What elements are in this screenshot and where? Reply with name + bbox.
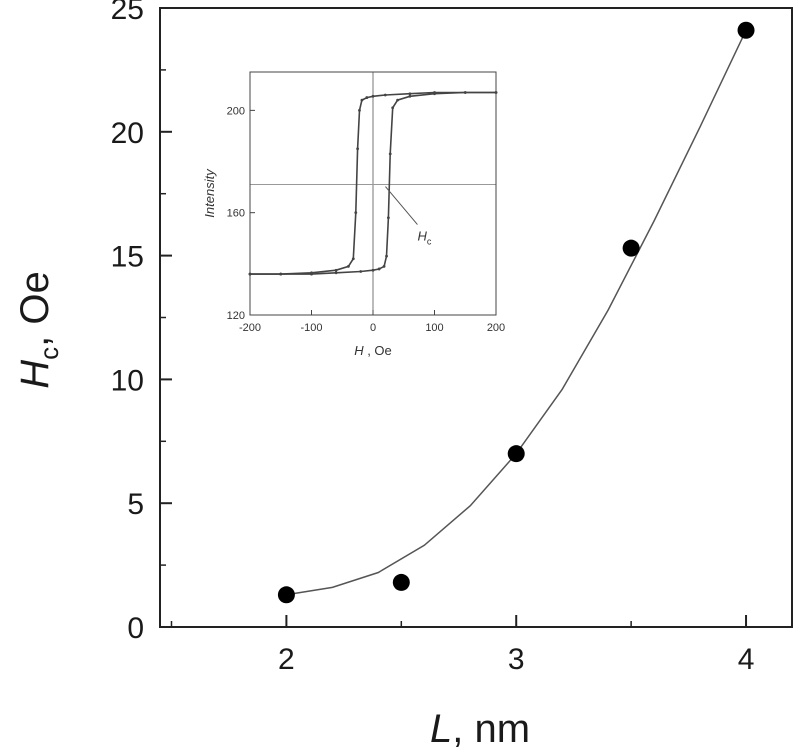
inset-annotation-hc: Hc <box>417 229 431 247</box>
inset-y-tick-label: 200 <box>227 105 245 117</box>
inset-x-tick-label: -100 <box>300 322 322 334</box>
data-point <box>392 573 410 591</box>
data-point <box>622 239 640 257</box>
y-tick-label: 5 <box>127 488 144 521</box>
x-axis-label-symbol: L <box>430 707 452 751</box>
inset-x-axis-label-unit: , Oe <box>364 343 392 358</box>
inset-data-point <box>463 91 467 94</box>
y-tick-label: 0 <box>127 612 144 645</box>
inset-hysteresis-loop <box>248 91 498 276</box>
inset-y-tick-label: 160 <box>227 208 245 220</box>
inset-data-point <box>391 106 395 110</box>
inset-data-point <box>356 147 360 151</box>
inset-data-point <box>385 254 388 258</box>
inset-annotation-symbol: H <box>417 229 427 244</box>
inset-data-point <box>351 257 355 261</box>
inset-x-ticks: -200 -100 0 100 200 <box>239 310 505 334</box>
inset-data-point <box>388 152 392 156</box>
inset-annotation-subscript: c <box>427 237 432 247</box>
data-point <box>507 445 525 463</box>
inset-data-point <box>383 93 387 97</box>
data-point <box>277 586 295 604</box>
inset-data-point <box>377 267 381 271</box>
inset-data-point <box>433 92 436 96</box>
inset-annotation-leader <box>385 186 418 225</box>
y-tick-label: 10 <box>111 364 144 397</box>
inset-data-point <box>396 98 399 102</box>
inset-y-ticks: 120 160 200 <box>227 105 255 322</box>
inset-data-point <box>408 94 412 98</box>
y-axis-label-subscript: c <box>34 347 64 360</box>
inset-hysteresis-plot: 120 160 200 -200 -100 0 100 200 Hc Intensity H… <box>202 71 505 358</box>
inset-data-point <box>347 265 350 268</box>
inset-x-tick-label: -200 <box>239 322 261 334</box>
data-point <box>737 21 755 39</box>
inset-data-point <box>365 96 369 99</box>
inset-x-axis-label-symbol: H <box>354 343 364 358</box>
x-tick-label: 2 <box>278 643 295 676</box>
data-points <box>277 21 755 604</box>
inset-y-tick-label: 120 <box>227 310 245 322</box>
inset-x-tick-label: 0 <box>370 322 376 334</box>
inset-data-point <box>371 268 375 272</box>
inset-data-point <box>408 92 412 96</box>
inset-data-point <box>359 270 363 273</box>
inset-data-point <box>334 271 338 275</box>
x-axis-label-unit: , nm <box>452 707 530 751</box>
x-axis-label: L, nm <box>430 707 530 751</box>
inset-data-point <box>360 98 364 102</box>
inset-x-tick-label: 200 <box>487 322 505 334</box>
inset-data-point <box>382 265 386 268</box>
main-y-ticks: 0 5 10 15 20 25 <box>111 0 172 645</box>
y-axis-label: Hc, Oe <box>13 271 64 388</box>
inset-data-point <box>386 216 390 220</box>
inset-x-axis-label: H , Oe <box>354 343 392 358</box>
inset-x-tick-label: 100 <box>425 322 443 334</box>
y-axis-label-symbol: H <box>13 360 57 389</box>
main-x-ticks: 2 3 4 <box>170 615 755 676</box>
x-tick-label: 4 <box>738 643 755 676</box>
inset-data-point <box>334 268 338 272</box>
inset-data-point <box>310 272 313 276</box>
y-axis-label-unit: , Oe <box>13 271 57 347</box>
inset-data-point <box>279 272 283 276</box>
inset-data-point <box>354 211 358 215</box>
y-tick-label: 25 <box>111 0 144 26</box>
y-tick-label: 15 <box>111 241 144 274</box>
inset-data-point <box>358 108 361 112</box>
inset-y-axis-label: Intensity <box>202 168 217 218</box>
inset-data-point <box>371 94 375 98</box>
y-tick-label: 20 <box>111 117 144 150</box>
x-tick-label: 3 <box>508 643 525 676</box>
